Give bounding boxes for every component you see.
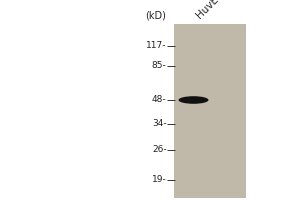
Bar — [174, 24, 246, 198]
Text: HuvEc: HuvEc — [194, 0, 224, 20]
Text: 26-: 26- — [152, 146, 167, 154]
Text: 85-: 85- — [152, 62, 167, 71]
Text: 34-: 34- — [152, 119, 167, 129]
Text: 117-: 117- — [146, 42, 166, 50]
Text: (kD): (kD) — [146, 10, 167, 20]
Ellipse shape — [178, 96, 208, 104]
Text: 48-: 48- — [152, 96, 167, 104]
Text: 19-: 19- — [152, 176, 167, 184]
